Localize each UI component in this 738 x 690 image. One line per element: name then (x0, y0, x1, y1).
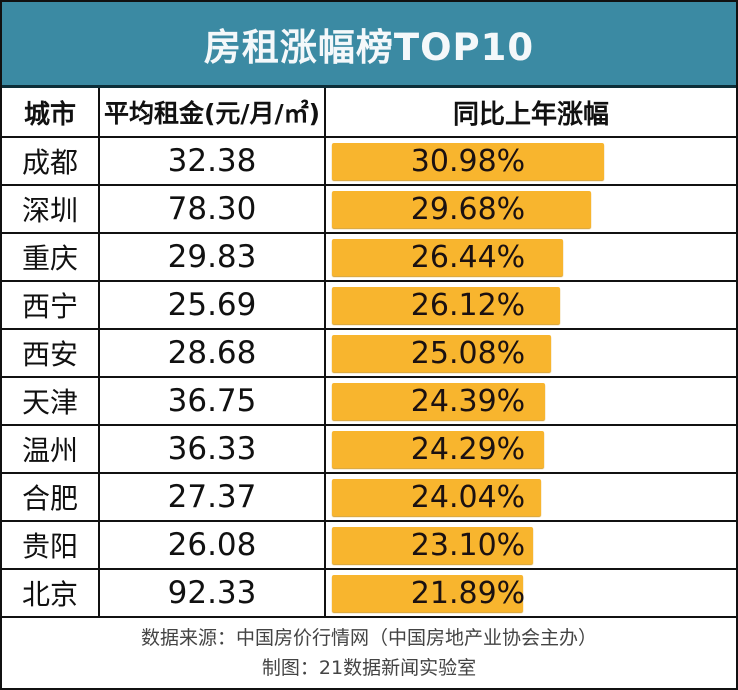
growth-value: 23.10% (410, 527, 526, 563)
city-cell: 合肥 (2, 474, 100, 520)
city-cell: 深圳 (2, 186, 100, 232)
growth-value: 24.39% (410, 383, 526, 419)
growth-cell: 25.08% (326, 330, 736, 376)
source-note: 数据来源：中国房价行情网（中国房地产业协会主办） (140, 627, 597, 649)
growth-value: 24.04% (410, 479, 526, 515)
growth-cell: 24.39% (326, 378, 736, 424)
city-cell: 北京 (2, 570, 100, 616)
growth-value: 26.12% (410, 287, 526, 323)
growth-bar (332, 143, 604, 180)
growth-value: 30.98% (410, 143, 526, 179)
rent-cell: 29.83 (100, 234, 326, 280)
table-row: 重庆 29.83 26.44% (2, 234, 736, 282)
rent-cell: 27.37 (100, 474, 326, 520)
growth-value: 26.44% (410, 239, 526, 275)
growth-cell: 24.29% (326, 426, 736, 472)
table-title: 房租涨幅榜TOP10 (2, 2, 736, 88)
table-row: 天津 36.75 24.39% (2, 378, 736, 426)
city-cell: 重庆 (2, 234, 100, 280)
credit-note: 制图：21数据新闻实验室 (261, 657, 477, 679)
city-cell: 天津 (2, 378, 100, 424)
rent-cell: 28.68 (100, 330, 326, 376)
growth-bar (332, 239, 563, 276)
growth-value: 25.08% (410, 335, 526, 371)
rent-cell: 36.75 (100, 378, 326, 424)
growth-cell: 21.89% (326, 570, 736, 616)
growth-cell: 29.68% (326, 186, 736, 232)
rent-cell: 36.33 (100, 426, 326, 472)
growth-bar (332, 383, 545, 420)
growth-bar (332, 191, 591, 228)
growth-bar (332, 335, 551, 372)
header-growth: 同比上年涨幅 (452, 99, 609, 130)
growth-value: 29.68% (410, 191, 526, 227)
growth-bar (332, 287, 560, 324)
city-cell: 贵阳 (2, 522, 100, 568)
header-city: 城市 (2, 88, 100, 136)
rent-cell: 32.38 (100, 138, 326, 184)
table-row: 温州 36.33 24.29% (2, 426, 736, 474)
rent-cell: 78.30 (100, 186, 326, 232)
growth-value: 24.29% (410, 431, 526, 467)
growth-value: 21.89% (410, 575, 526, 611)
growth-bar (332, 479, 541, 516)
header-row: 城市 平均租金(元/月/㎡) 同比上年涨幅 (2, 88, 736, 138)
city-cell: 西安 (2, 330, 100, 376)
growth-cell: 26.12% (326, 282, 736, 328)
header-rent: 平均租金(元/月/㎡) (100, 88, 326, 136)
table-row: 合肥 27.37 24.04% (2, 474, 736, 522)
growth-bar (332, 431, 544, 468)
growth-bar (332, 575, 523, 612)
growth-bar (332, 527, 533, 564)
growth-cell: 26.44% (326, 234, 736, 280)
city-cell: 成都 (2, 138, 100, 184)
table-row: 西安 28.68 25.08% (2, 330, 736, 378)
growth-cell: 23.10% (326, 522, 736, 568)
table-row: 深圳 78.30 29.68% (2, 186, 736, 234)
rent-cell: 26.08 (100, 522, 326, 568)
rent-cell: 92.33 (100, 570, 326, 616)
footer: 数据来源：中国房价行情网（中国房地产业协会主办） 制图：21数据新闻实验室 (2, 618, 736, 688)
growth-cell: 24.04% (326, 474, 736, 520)
city-cell: 温州 (2, 426, 100, 472)
table-row: 成都 32.38 30.98% (2, 138, 736, 186)
rent-cell: 25.69 (100, 282, 326, 328)
growth-cell: 30.98% (326, 138, 736, 184)
table-row: 贵阳 26.08 23.10% (2, 522, 736, 570)
table-row: 北京 92.33 21.89% (2, 570, 736, 618)
table-row: 西宁 25.69 26.12% (2, 282, 736, 330)
city-cell: 西宁 (2, 282, 100, 328)
